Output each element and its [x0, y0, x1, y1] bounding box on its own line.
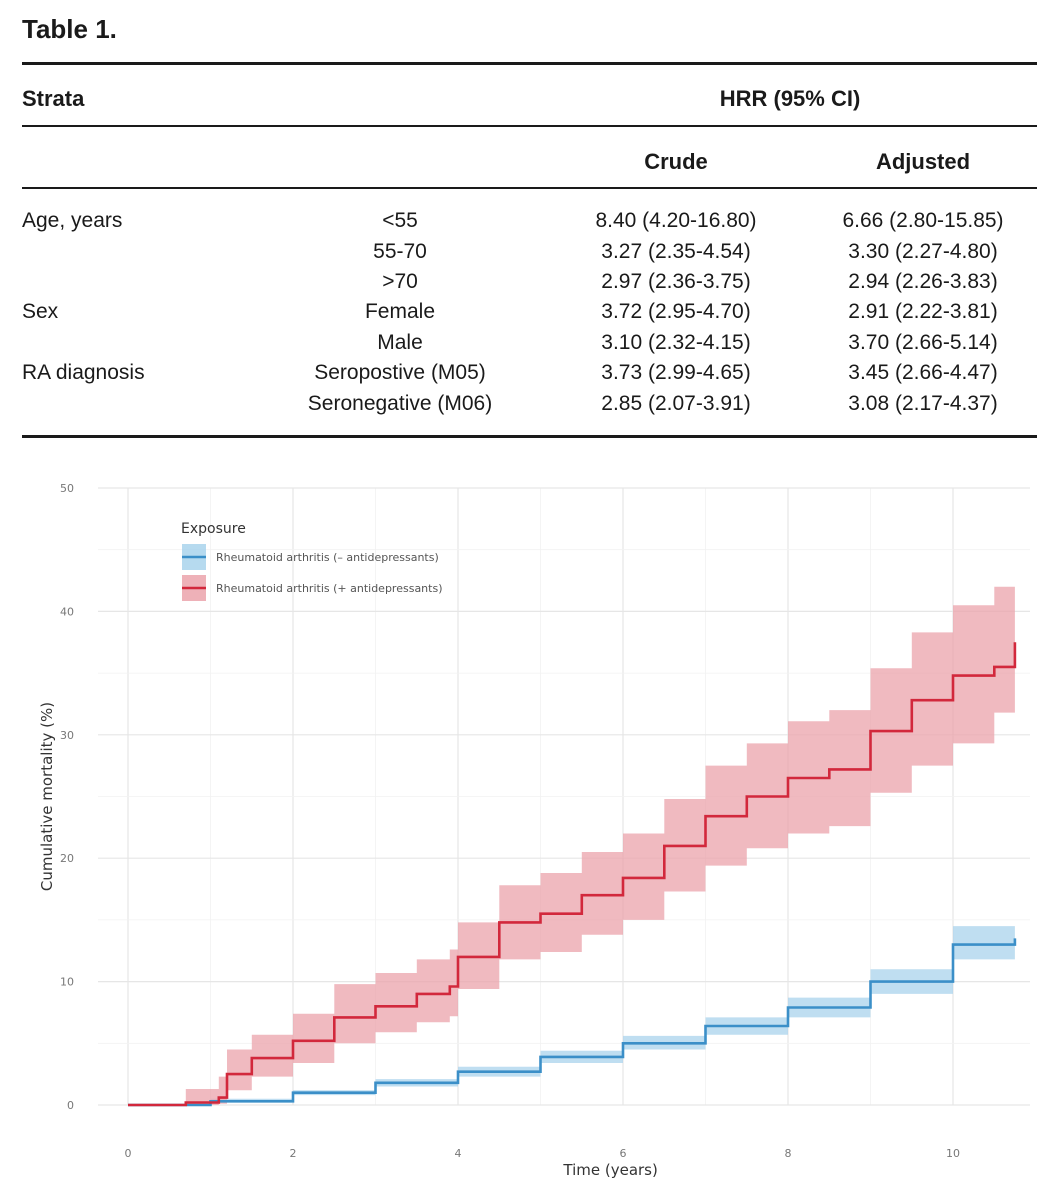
x-tick-label: 0	[125, 1147, 132, 1160]
survival-line-1	[128, 642, 1017, 1107]
row-adjusted-hrr: 3.30 (2.27-4.80)	[848, 240, 998, 263]
y-tick-label: 30	[60, 729, 74, 742]
row-crude-hrr: 3.10 (2.32-4.15)	[601, 331, 751, 354]
cumulative-mortality-chart: 0 2 4 6 8 10 0 10 20 30 40 50 Time (years) Cumulative…	[38, 482, 1030, 1179]
legend-title: Exposure	[181, 521, 246, 537]
y-tick-label: 10	[60, 976, 74, 989]
row-adjusted-hrr: 3.08 (2.17-4.37)	[848, 392, 998, 415]
row-stratum: >70	[382, 270, 418, 293]
row-stratum: Seropostive (M05)	[314, 361, 486, 384]
subheader-rule	[22, 187, 1037, 189]
y-tick-label: 20	[60, 852, 74, 865]
y-axis-label: Cumulative mortality (%)	[38, 702, 56, 891]
row-adjusted-hrr: 6.66 (2.80-15.85)	[842, 209, 1004, 232]
row-stratum: 55-70	[373, 240, 427, 263]
row-adjusted-hrr: 3.70 (2.66-5.14)	[848, 331, 998, 354]
row-group-label: Age, years	[22, 209, 123, 232]
confidence-band-0	[128, 913, 1015, 1105]
y-tick-label: 0	[67, 1099, 74, 1112]
row-stratum: Male	[377, 331, 423, 354]
row-adjusted-hrr: 3.45 (2.66-4.47)	[848, 361, 998, 384]
row-crude-hrr: 3.27 (2.35-4.54)	[601, 240, 751, 263]
x-axis-label: Time (years)	[562, 1161, 657, 1179]
row-adjusted-hrr: 2.94 (2.26-3.83)	[848, 270, 998, 293]
row-stratum: <55	[382, 209, 418, 232]
row-adjusted-hrr: 2.91 (2.22-3.81)	[848, 300, 998, 323]
confidence-band-1	[128, 571, 1015, 1105]
x-tick-label: 6	[620, 1147, 627, 1160]
x-tick-label: 8	[785, 1147, 792, 1160]
row-crude-hrr: 3.72 (2.95-4.70)	[601, 300, 751, 323]
row-group-label: RA diagnosis	[22, 361, 145, 384]
table-top-rule	[22, 62, 1037, 65]
x-tick-label: 4	[455, 1147, 462, 1160]
row-crude-hrr: 2.85 (2.07-3.91)	[601, 392, 751, 415]
y-tick-label: 40	[60, 605, 74, 618]
x-tick-label: 2	[290, 1147, 297, 1160]
row-stratum: Female	[364, 300, 436, 323]
row-crude-hrr: 3.73 (2.99-4.65)	[601, 361, 751, 384]
header-adjusted: Adjusted	[875, 149, 971, 174]
legend-label: Rheumatoid arthritis (+ antidepressants)	[216, 582, 443, 595]
x-tick-label: 10	[946, 1147, 960, 1160]
survival-line-0	[128, 938, 1017, 1107]
legend-label: Rheumatoid arthritis (– antidepressants)	[216, 551, 439, 564]
row-group-label: Sex	[22, 300, 59, 323]
row-crude-hrr: 2.97 (2.36-3.75)	[601, 270, 751, 293]
header-rule	[22, 125, 1037, 127]
row-crude-hrr: 8.40 (4.20-16.80)	[595, 209, 757, 232]
table-bottom-rule	[22, 435, 1037, 438]
table-title: Table 1.	[22, 14, 117, 44]
row-stratum: Seronegative (M06)	[307, 392, 493, 415]
y-tick-label: 50	[60, 482, 74, 495]
header-strata: Strata	[22, 86, 85, 111]
header-crude: Crude	[644, 149, 708, 174]
header-hrr: HRR (95% CI)	[719, 86, 861, 111]
